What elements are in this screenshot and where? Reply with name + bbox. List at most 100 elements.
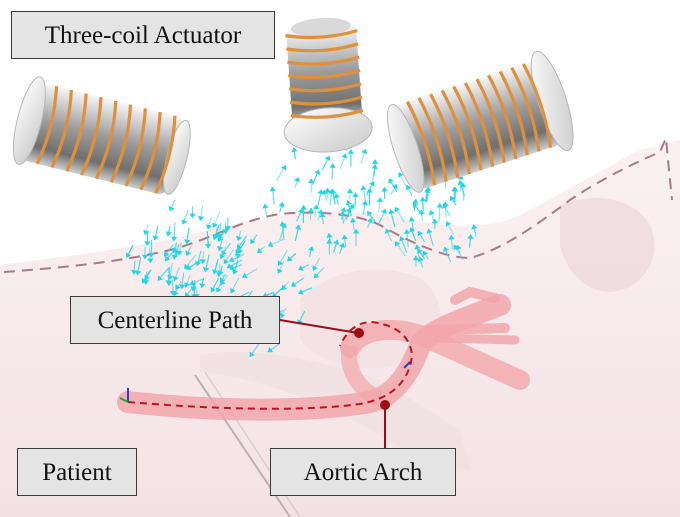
field-arrow-head — [212, 233, 220, 239]
field-arrow-head — [428, 209, 435, 216]
coil-winding — [285, 29, 358, 40]
field-arrow-icon — [444, 205, 447, 218]
patient-label: Patient — [17, 448, 137, 496]
field-arrow-icon — [314, 257, 321, 268]
field-arrow-head — [346, 188, 354, 194]
field-arrow-head — [443, 246, 449, 253]
field-arrow-icon — [265, 291, 274, 296]
field-arrow-icon — [450, 238, 454, 250]
coil-icon — [386, 50, 574, 193]
field-arrow-head — [143, 229, 150, 236]
field-arrow-head — [222, 229, 229, 235]
field-arrow-icon — [390, 181, 398, 192]
field-arrow-head — [313, 272, 320, 279]
field-arrow-head — [392, 183, 398, 190]
field-arrow-icon — [414, 205, 423, 216]
field-arrow-head — [262, 203, 269, 209]
field-arrow-head — [179, 284, 186, 290]
coil-winding — [65, 93, 88, 172]
field-arrow-head — [459, 182, 467, 188]
field-arrow-icon — [219, 265, 223, 273]
field-arrow-icon — [281, 225, 285, 239]
field-arrow-head — [445, 221, 452, 227]
field-arrow-head — [307, 207, 315, 213]
field-arrow-icon — [317, 212, 321, 221]
field-arrow-head — [184, 239, 191, 245]
field-arrow-head — [217, 236, 223, 242]
field-arrow-icon — [208, 217, 212, 226]
coil-winding — [290, 108, 364, 119]
field-arrow-head — [347, 149, 355, 154]
field-arrow-icon — [218, 263, 221, 274]
field-arrow-head — [226, 263, 233, 269]
field-arrow-icon — [424, 192, 428, 203]
field-arrow-head — [223, 258, 229, 265]
coil-winding — [452, 85, 483, 171]
field-arrow-icon — [430, 213, 436, 225]
field-arrow-icon — [225, 249, 235, 262]
field-arrow-head — [471, 224, 478, 230]
field-arrow-head — [212, 269, 219, 275]
field-arrow-icon — [239, 242, 245, 251]
field-arrow-head — [298, 265, 304, 271]
field-arrow-icon — [214, 258, 219, 271]
field-arrow-head — [371, 159, 379, 165]
field-arrow-icon — [316, 267, 325, 276]
field-arrow-head — [175, 283, 181, 290]
coil-winding — [286, 42, 359, 53]
field-arrow-head — [442, 201, 449, 207]
field-arrow-head — [231, 269, 238, 275]
field-arrow-head — [398, 172, 404, 178]
field-arrow-icon — [362, 189, 367, 203]
field-arrow-head — [286, 255, 293, 262]
field-arrow-head — [450, 195, 456, 202]
field-arrow-head — [241, 272, 248, 278]
field-arrow-icon — [232, 253, 245, 261]
field-arrow-head — [312, 204, 320, 210]
field-arrow-head — [405, 184, 412, 191]
field-arrow-head — [326, 232, 333, 239]
field-arrow-head — [215, 287, 222, 293]
field-arrow-icon — [271, 238, 286, 246]
field-arrow-head — [203, 267, 210, 273]
field-arrow-icon — [206, 231, 209, 245]
field-arrow-icon — [200, 205, 204, 218]
coil-winding — [405, 100, 437, 186]
field-arrow-head — [277, 268, 283, 274]
field-arrow-head — [319, 212, 326, 218]
field-arrow-head — [219, 253, 226, 260]
field-arrow-icon — [279, 205, 283, 213]
field-arrow-head — [345, 207, 352, 214]
field-arrow-head — [417, 230, 424, 237]
field-arrow-head — [269, 186, 276, 192]
field-arrow-head — [135, 270, 142, 276]
coil-winding — [109, 104, 133, 183]
field-arrow-icon — [229, 259, 243, 267]
field-arrow-icon — [457, 248, 462, 255]
field-arrow-head — [197, 215, 205, 222]
field-arrow-head — [408, 216, 415, 222]
field-arrow-icon — [468, 238, 472, 248]
field-arrow-head — [321, 189, 329, 195]
field-arrow-icon — [336, 196, 339, 206]
field-arrow-head — [436, 202, 443, 208]
field-arrow-icon — [169, 263, 173, 277]
field-arrow-icon — [438, 206, 441, 222]
field-arrow-icon — [289, 252, 297, 260]
field-arrow-head — [341, 234, 348, 240]
field-arrow-icon — [168, 225, 171, 233]
field-arrow-icon — [301, 287, 313, 293]
field-arrow-head — [165, 231, 172, 237]
field-arrow-head — [330, 188, 337, 194]
field-arrow-icon — [259, 245, 266, 252]
coil-winding — [139, 111, 162, 191]
field-arrow-icon — [377, 201, 381, 213]
field-arrow-head — [381, 208, 387, 215]
field-arrow-head — [366, 187, 373, 193]
coil-winding — [498, 70, 529, 156]
field-arrow-head — [376, 197, 383, 203]
field-arrow-icon — [371, 167, 376, 181]
field-arrow-head — [317, 209, 324, 215]
field-arrow-head — [186, 264, 192, 270]
field-arrow-head — [333, 193, 340, 199]
